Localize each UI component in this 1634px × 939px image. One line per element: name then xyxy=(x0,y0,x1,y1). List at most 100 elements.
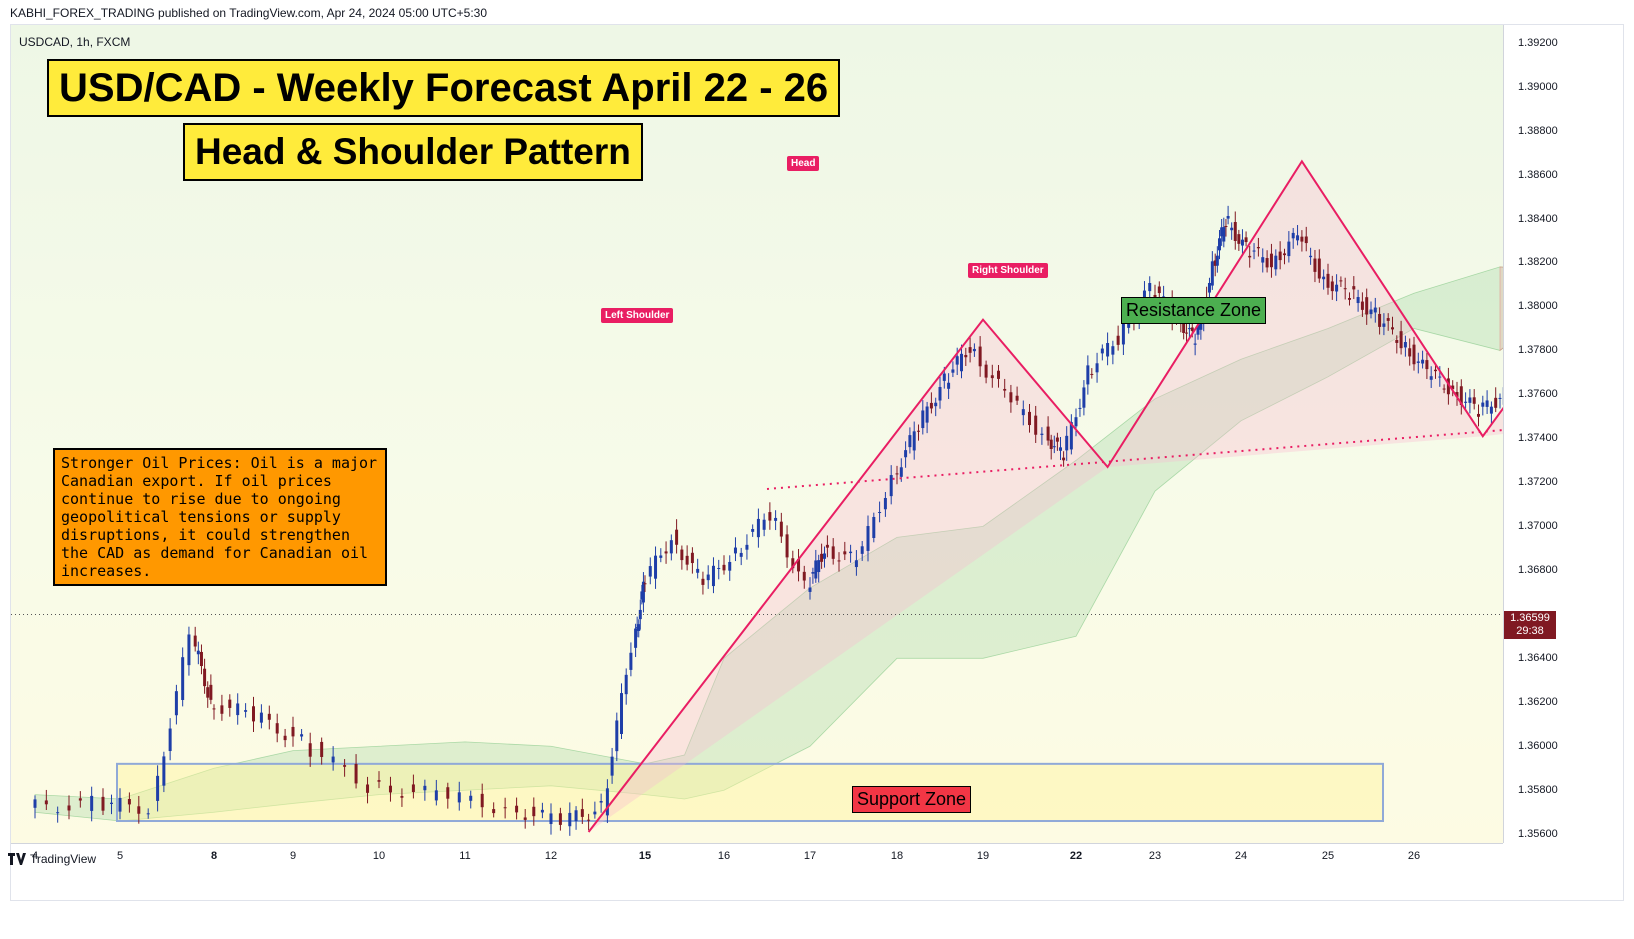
candle-body xyxy=(1425,360,1429,370)
candle-body xyxy=(110,802,113,804)
candle-body xyxy=(1106,343,1110,357)
chart-frame[interactable]: USDCAD, 1h, FXCM USD/CAD - Weekly Foreca… xyxy=(10,24,1624,901)
candle-body xyxy=(774,517,778,521)
last-price: 1.36599 xyxy=(1510,612,1550,624)
candle-body xyxy=(831,546,835,559)
candle-body xyxy=(56,812,60,814)
price-tick-label: 1.35800 xyxy=(1518,784,1558,797)
candle-body xyxy=(44,800,48,805)
time-tick-label: 12 xyxy=(544,850,558,862)
candle-body xyxy=(960,353,963,372)
chart-plot[interactable] xyxy=(11,25,1503,843)
footer-brand: TradingView xyxy=(30,852,97,866)
time-tick-label: 19 xyxy=(976,850,990,862)
candle-body xyxy=(938,386,942,401)
time-tick-label: 23 xyxy=(1148,850,1162,862)
candle-body xyxy=(1095,363,1099,373)
price-tick-label: 1.36400 xyxy=(1518,652,1558,665)
candle-body xyxy=(1127,322,1131,328)
candle-body xyxy=(1300,236,1304,242)
candle-body xyxy=(1304,236,1308,244)
candle-body xyxy=(168,728,172,752)
candle-body xyxy=(968,347,972,353)
candle-body xyxy=(1226,216,1230,219)
candle-body xyxy=(206,687,210,698)
candle-body xyxy=(701,578,705,585)
time-tick-label: 25 xyxy=(1321,850,1335,862)
candle-body xyxy=(648,566,652,577)
time-tick-label: 18 xyxy=(890,850,904,862)
candle-body xyxy=(779,521,783,537)
candle-body xyxy=(1003,388,1007,391)
candle-body xyxy=(1256,247,1260,249)
candle-body xyxy=(947,382,951,389)
candle-body xyxy=(925,406,929,423)
candle-body xyxy=(187,634,191,666)
candle-body xyxy=(1274,255,1278,270)
candle-body xyxy=(1403,342,1407,348)
candle-body xyxy=(1233,222,1237,241)
candle-body xyxy=(1218,238,1221,251)
symbol-label[interactable]: USDCAD, 1h, FXCM xyxy=(19,35,131,49)
candle-body xyxy=(843,551,847,555)
candle-body xyxy=(722,564,726,571)
candle-body xyxy=(308,743,312,757)
candle-body xyxy=(610,756,614,776)
candle-body xyxy=(1220,227,1224,237)
candle-body xyxy=(860,546,864,554)
candle-body xyxy=(1222,227,1226,242)
bar-countdown: 29:38 xyxy=(1516,625,1544,637)
price-tick-label: 1.37800 xyxy=(1518,344,1558,357)
candle-body xyxy=(942,373,946,381)
candle-body xyxy=(209,684,213,700)
candle-body xyxy=(1237,234,1241,244)
tradingview-logo-icon xyxy=(8,853,26,865)
candle-body xyxy=(1009,392,1013,403)
candle-body xyxy=(1100,348,1104,354)
candle-body xyxy=(756,518,760,538)
tradingview-footer[interactable]: TradingView xyxy=(8,852,96,866)
candle-body xyxy=(811,572,815,574)
candle-body xyxy=(1248,255,1252,258)
time-tick-label: 15 xyxy=(638,850,652,862)
candle-body xyxy=(599,800,603,803)
candle-body xyxy=(1352,286,1356,290)
candle-body xyxy=(1052,446,1056,448)
candle-body xyxy=(820,553,824,562)
support-zone-label: Support Zone xyxy=(852,786,972,813)
candle-body xyxy=(78,798,82,801)
price-tick-label: 1.38000 xyxy=(1518,300,1558,313)
candle-body xyxy=(654,555,658,579)
candle-body xyxy=(1059,447,1062,451)
price-tick-label: 1.36800 xyxy=(1518,564,1558,577)
candle-body xyxy=(823,553,826,559)
candle-body xyxy=(615,720,619,752)
candle-body xyxy=(1187,328,1191,330)
candle-body xyxy=(532,806,536,817)
candle-body xyxy=(568,812,572,827)
candle-body xyxy=(480,793,484,808)
price-tick-label: 1.38800 xyxy=(1518,124,1558,137)
candle-body xyxy=(1082,387,1086,408)
candle-body xyxy=(866,526,870,551)
candle-body xyxy=(1459,386,1463,405)
candle-body xyxy=(580,809,584,817)
candle-body xyxy=(883,497,887,510)
forecast-title: USD/CAD - Weekly Forecast April 22 - 26 xyxy=(47,59,841,117)
price-axis[interactable]: 1.39200 1.39000 1.38800 1.38600 1.38400 1.382… xyxy=(1503,25,1623,843)
price-tick-label: 1.37000 xyxy=(1518,520,1558,533)
price-tick-label: 1.39200 xyxy=(1518,36,1558,49)
candle-body xyxy=(997,370,1000,379)
candle-body xyxy=(1313,258,1317,272)
time-tick-label: 24 xyxy=(1234,850,1248,862)
price-tick-label: 1.37400 xyxy=(1518,432,1558,445)
candle-body xyxy=(1408,348,1412,357)
candle-body xyxy=(802,571,806,581)
candle-body xyxy=(90,795,94,811)
time-axis[interactable]: 4 5 8 9 10 11 12 15 16 17 18 19 22 23 24 25 26 xyxy=(11,843,1503,870)
candle-body xyxy=(728,561,732,571)
candle-body xyxy=(1498,397,1502,399)
right-shoulder-label: Right Shoulder xyxy=(968,263,1048,278)
candle-body xyxy=(174,691,178,716)
support-zone xyxy=(116,762,1384,823)
